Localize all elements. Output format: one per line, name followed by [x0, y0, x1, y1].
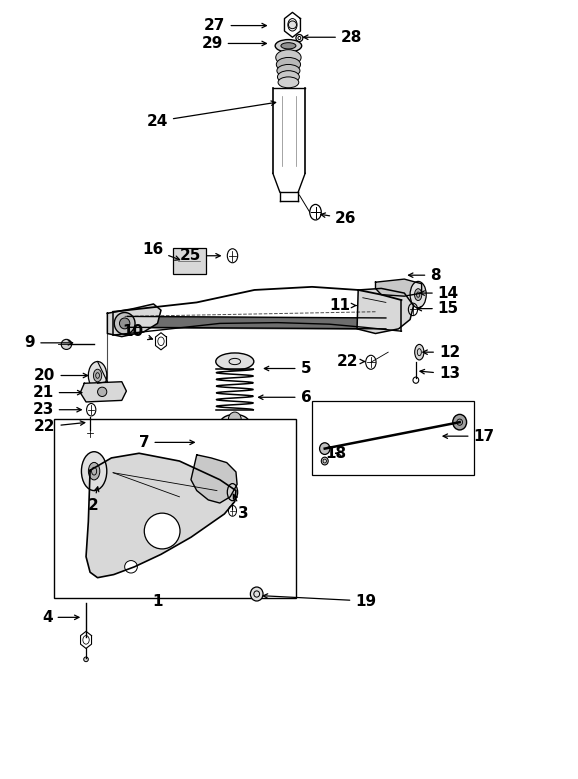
Text: 25: 25: [180, 249, 220, 263]
Bar: [54, 419, 296, 598]
Ellipse shape: [98, 387, 107, 397]
Ellipse shape: [320, 442, 330, 454]
Ellipse shape: [144, 513, 180, 549]
Text: 29: 29: [201, 36, 266, 51]
Ellipse shape: [88, 463, 100, 480]
Polygon shape: [357, 288, 413, 333]
Ellipse shape: [453, 414, 466, 430]
Text: 13: 13: [420, 366, 460, 382]
Text: 16: 16: [142, 242, 180, 260]
Ellipse shape: [275, 40, 302, 52]
Ellipse shape: [414, 344, 424, 360]
Ellipse shape: [277, 65, 300, 77]
Ellipse shape: [81, 452, 107, 491]
Ellipse shape: [125, 561, 138, 573]
Text: 1: 1: [152, 594, 163, 608]
Ellipse shape: [88, 361, 107, 390]
Text: 21: 21: [32, 385, 82, 400]
Text: 7: 7: [139, 435, 194, 450]
Text: 17: 17: [443, 428, 495, 444]
Text: 18: 18: [325, 446, 347, 460]
Text: 26: 26: [321, 211, 357, 226]
Text: 6: 6: [258, 390, 312, 405]
Polygon shape: [86, 453, 236, 578]
Text: 20: 20: [34, 368, 88, 383]
Ellipse shape: [61, 340, 72, 350]
Ellipse shape: [84, 657, 88, 661]
Text: 27: 27: [204, 18, 266, 33]
Ellipse shape: [250, 587, 263, 601]
Text: 22: 22: [337, 354, 365, 369]
Text: 3: 3: [234, 495, 249, 521]
Ellipse shape: [120, 318, 130, 329]
Bar: [172, 248, 206, 274]
Text: 10: 10: [123, 325, 153, 340]
Ellipse shape: [414, 289, 422, 301]
Text: 22: 22: [34, 419, 85, 435]
Ellipse shape: [276, 50, 301, 65]
Text: 28: 28: [303, 30, 362, 44]
Text: 15: 15: [417, 301, 459, 316]
Ellipse shape: [321, 457, 328, 465]
Polygon shape: [108, 304, 161, 337]
Ellipse shape: [227, 484, 238, 501]
Ellipse shape: [277, 71, 299, 83]
Text: 14: 14: [420, 286, 459, 301]
Ellipse shape: [276, 58, 301, 72]
Text: 2: 2: [88, 487, 99, 513]
Ellipse shape: [94, 369, 102, 382]
Ellipse shape: [228, 412, 241, 426]
Ellipse shape: [216, 353, 254, 370]
Text: 11: 11: [329, 298, 356, 313]
Text: 19: 19: [263, 594, 376, 608]
Text: 5: 5: [264, 361, 311, 376]
Bar: [312, 401, 473, 475]
Ellipse shape: [281, 43, 296, 49]
Text: 24: 24: [147, 101, 276, 129]
Text: 23: 23: [32, 402, 81, 418]
Ellipse shape: [288, 21, 297, 29]
Text: 9: 9: [25, 335, 73, 351]
Ellipse shape: [114, 312, 135, 334]
Polygon shape: [80, 382, 127, 402]
Text: 4: 4: [42, 610, 79, 625]
Text: 8: 8: [409, 268, 441, 283]
Polygon shape: [376, 279, 421, 296]
Ellipse shape: [220, 414, 250, 433]
Ellipse shape: [278, 77, 299, 88]
Polygon shape: [191, 455, 237, 503]
Ellipse shape: [410, 281, 426, 308]
Text: 12: 12: [423, 344, 460, 360]
